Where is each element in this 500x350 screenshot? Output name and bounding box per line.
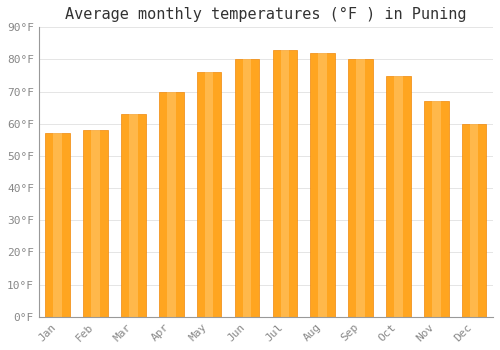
Bar [462, 124, 486, 317]
Bar [54, 133, 62, 317]
Bar [92, 130, 100, 317]
Bar [242, 60, 252, 317]
Bar [348, 60, 373, 317]
Bar [234, 60, 260, 317]
Bar [356, 60, 365, 317]
Bar [394, 76, 402, 317]
Bar [84, 130, 108, 317]
Bar [272, 50, 297, 317]
Bar [386, 76, 410, 317]
Bar [46, 133, 70, 317]
Bar [159, 92, 184, 317]
Title: Average monthly temperatures (°F ) in Puning: Average monthly temperatures (°F ) in Pu… [65, 7, 466, 22]
Bar [121, 114, 146, 317]
Bar [318, 53, 327, 317]
Bar [129, 114, 138, 317]
Bar [432, 101, 440, 317]
Bar [280, 50, 289, 317]
Bar [424, 101, 448, 317]
Bar [197, 72, 222, 317]
Bar [205, 72, 214, 317]
Bar [167, 92, 175, 317]
Bar [310, 53, 335, 317]
Bar [470, 124, 478, 317]
